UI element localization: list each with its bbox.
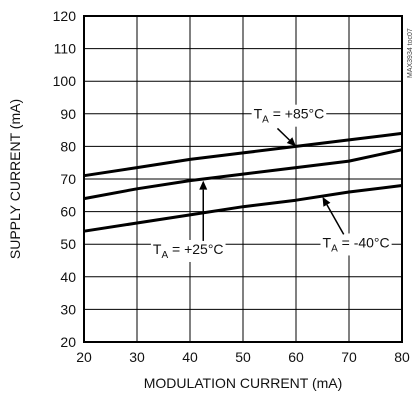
- annotation-arrow-line: [276, 127, 291, 141]
- x-tick-label: 20: [76, 349, 92, 365]
- x-tick-label: 50: [235, 349, 251, 365]
- y-tick-label: 30: [60, 301, 76, 317]
- y-tick-label: 90: [60, 106, 76, 122]
- figure-id-watermark: MAX3934 toc07: [407, 28, 414, 78]
- y-tick-label: 50: [60, 236, 76, 252]
- y-tick-label: 80: [60, 138, 76, 154]
- series-line-0: [83, 131, 403, 178]
- series-lines: [83, 131, 403, 233]
- x-tick-label: 60: [288, 349, 304, 365]
- annotation-arrowhead: [199, 180, 208, 190]
- x-tick-label: 80: [394, 349, 410, 365]
- annotation-arrow-line: [326, 204, 345, 235]
- series-label-background: [150, 239, 226, 262]
- series-label-background: [320, 233, 392, 256]
- x-tick-label: 70: [341, 349, 357, 365]
- x-axis-title: MODULATION CURRENT (mA): [144, 375, 343, 391]
- y-tick-label: 60: [60, 204, 76, 220]
- grid: [83, 15, 403, 343]
- series-label-0: TA = +85°C: [254, 106, 325, 126]
- series-line-1: [83, 148, 403, 201]
- y-tick-label: 120: [53, 8, 77, 24]
- annotations: TA = +85°C TA = +25°C TA = -40°C: [150, 104, 392, 262]
- y-tick-label: 100: [53, 73, 77, 89]
- annotation-arrowhead: [286, 137, 296, 147]
- y-tick-label: 110: [54, 41, 77, 57]
- plot-frame: [83, 15, 403, 343]
- y-tick-labels: 20 30 40 50 60 70 80 90 100 110 120: [53, 8, 77, 350]
- series-line-2: [83, 184, 403, 233]
- y-axis-title: SUPPLY CURRENT (mA): [7, 99, 23, 259]
- series-label-1: TA = +25°C: [153, 241, 224, 261]
- x-tick-label: 40: [182, 349, 198, 365]
- y-tick-label: 20: [60, 334, 76, 350]
- annotation-arrowhead: [322, 196, 331, 207]
- x-tick-labels: 20 30 40 50 60 70 80: [76, 349, 410, 365]
- x-tick-label: 30: [129, 349, 145, 365]
- y-tick-label: 70: [60, 171, 76, 187]
- y-tick-label: 40: [60, 269, 76, 285]
- series-label-2: TA = -40°C: [323, 234, 390, 254]
- series-label-background: [251, 104, 327, 127]
